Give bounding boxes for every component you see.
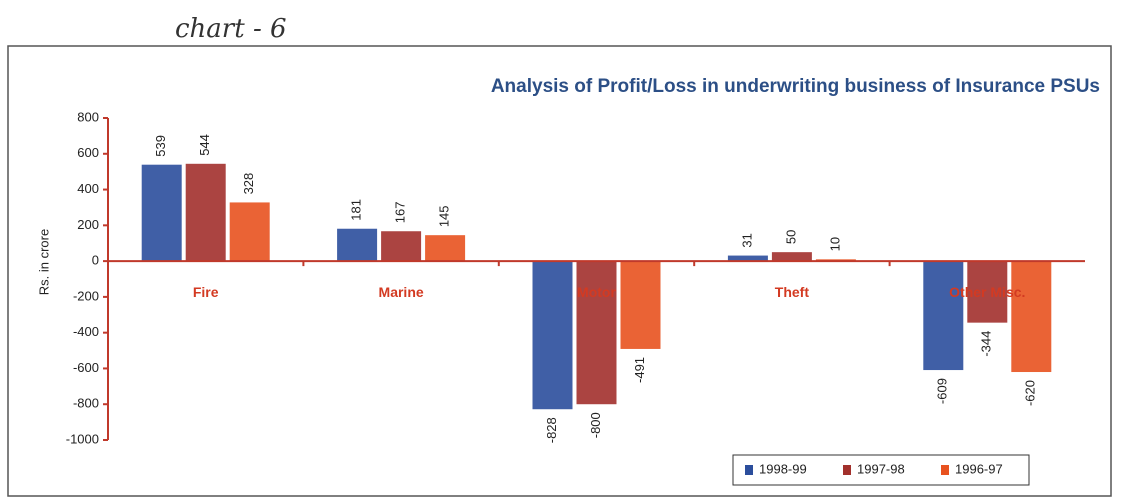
frame	[7, 45, 1112, 497]
data-label: -828	[544, 417, 559, 443]
y-tick-label: -1000	[66, 431, 99, 446]
legend-label: 1998-99	[759, 461, 807, 476]
legend-swatch	[745, 465, 753, 475]
y-tick-label: 800	[77, 109, 99, 124]
bar	[532, 261, 573, 410]
y-tick-label: 0	[92, 253, 99, 268]
data-label: -800	[588, 412, 603, 438]
y-tick-label: -600	[73, 360, 99, 375]
legend-label: 1996-97	[955, 461, 1003, 476]
annotation: chart - 6	[175, 14, 287, 44]
x-tick-label: Marine	[379, 284, 424, 300]
data-label: -609	[935, 378, 950, 404]
legend	[732, 454, 1030, 486]
bar	[620, 261, 661, 349]
bar	[425, 235, 466, 262]
data-label: -620	[1023, 380, 1038, 406]
data-label: 50	[783, 230, 798, 244]
bar	[576, 261, 617, 405]
bar	[771, 252, 812, 262]
y-tick-label: -400	[73, 324, 99, 339]
bar	[967, 261, 1008, 323]
y-tick-label: 400	[77, 181, 99, 196]
x-tick-label: Other Misc.	[949, 284, 1025, 300]
x-tick-label: Fire	[193, 284, 219, 300]
bar	[1011, 261, 1052, 373]
legend-label: 1997-98	[857, 461, 905, 476]
bar	[923, 261, 964, 371]
bar	[727, 255, 768, 262]
y-tick-label: -800	[73, 396, 99, 411]
data-label: 539	[153, 135, 168, 157]
data-label: 544	[197, 134, 212, 156]
legend-swatch	[843, 465, 851, 475]
y-tick-label: 200	[77, 217, 99, 232]
bar	[337, 228, 378, 262]
legend-swatch	[941, 465, 949, 475]
data-label: 167	[393, 202, 408, 224]
x-tick-label: Motor	[577, 284, 616, 300]
data-label: 181	[349, 199, 364, 221]
bar	[381, 231, 422, 262]
data-label: 145	[437, 205, 452, 227]
x-tick-label: Theft	[775, 284, 810, 300]
y-tick-label: 600	[77, 145, 99, 160]
bar	[229, 202, 270, 262]
bar	[141, 164, 182, 262]
data-label: -491	[632, 357, 647, 383]
data-label: 10	[827, 237, 842, 251]
y-axis-label: Rs. in crore	[36, 229, 51, 295]
data-label: 328	[241, 173, 256, 195]
bar	[185, 163, 226, 262]
chart-title: Analysis of Profit/Loss in underwriting …	[491, 76, 1100, 97]
y-tick-label: -200	[73, 288, 99, 303]
data-label: -344	[979, 331, 994, 357]
data-label: 31	[739, 233, 754, 247]
